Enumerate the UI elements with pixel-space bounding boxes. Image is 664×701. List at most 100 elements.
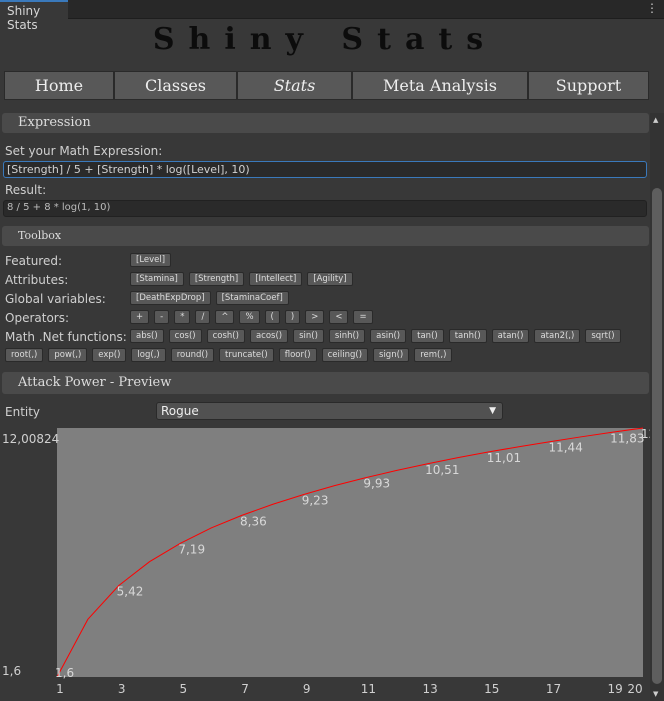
attributes-row: [Stamina] [Strength] [Intellect] [Agility]	[130, 272, 353, 286]
functions-chip[interactable]: acos()	[249, 329, 289, 343]
operators-chip[interactable]: %	[239, 310, 260, 324]
attributes-chip[interactable]: [Stamina]	[130, 272, 184, 286]
preview-chart: 1,65,427,198,369,239,9310,5111,0111,4411…	[2, 427, 650, 696]
point-label: 10,51	[425, 463, 459, 477]
plot-area	[57, 428, 643, 677]
result-label: Result:	[5, 183, 47, 197]
nav-support[interactable]: Support	[528, 71, 649, 100]
functions-chip[interactable]: sqrt()	[585, 329, 621, 343]
x-tick-label: 17	[546, 682, 561, 696]
globals-label: Global variables:	[5, 292, 106, 306]
attributes-chip[interactable]: [Intellect]	[249, 272, 303, 286]
functions-chip[interactable]: asin()	[370, 329, 407, 343]
point-label: 7,19	[178, 542, 205, 556]
point-label: 11,44	[548, 441, 582, 455]
x-tick-label: 9	[303, 682, 311, 696]
functions2-chip[interactable]: round()	[170, 348, 215, 362]
point-label: 8,36	[240, 514, 267, 528]
functions2-chip[interactable]: ceiling()	[321, 348, 369, 362]
featured-label: Featured:	[5, 254, 63, 268]
operators-chip[interactable]: <	[329, 310, 349, 324]
expression-prompt: Set your Math Expression:	[5, 144, 163, 158]
operators-chip[interactable]: (	[264, 310, 280, 324]
point-label: 11,83	[610, 431, 644, 445]
functions2-chip[interactable]: truncate()	[219, 348, 274, 362]
nav-classes[interactable]: Classes	[114, 71, 237, 100]
point-label: 9,23	[302, 493, 329, 507]
entity-value: Rogue	[161, 404, 199, 418]
featured-chip[interactable]: [Level]	[130, 253, 172, 267]
attributes-chip[interactable]: [Agility]	[307, 272, 353, 286]
point-label: 1,6	[55, 666, 74, 680]
x-tick-label: 3	[118, 682, 126, 696]
functions2-chip[interactable]: pow(,)	[48, 348, 88, 362]
point-label: 11,01	[487, 451, 521, 465]
functions2-chip[interactable]: root(,)	[5, 348, 44, 362]
functions-chip[interactable]: cos()	[168, 329, 202, 343]
operators-label: Operators:	[5, 311, 70, 325]
x-tick-label: 20	[627, 682, 642, 696]
point-label: 5,42	[117, 585, 144, 599]
attributes-label: Attributes:	[5, 273, 69, 287]
functions-row-2: root(,) pow(,) exp() log(,) round() truncate(…	[5, 348, 453, 362]
functions2-chip[interactable]: floor()	[278, 348, 317, 362]
globals-row: [DeathExpDrop] [StaminaCoef]	[130, 291, 289, 305]
x-tick-label: 1	[56, 682, 64, 696]
x-tick-label: 7	[241, 682, 249, 696]
nav-meta-analysis[interactable]: Meta Analysis	[352, 71, 528, 100]
scroll-up-icon[interactable]: ▲	[653, 116, 659, 124]
operators-chip[interactable]: /	[195, 310, 211, 324]
operators-row: + - * / ^% () > < =	[130, 310, 373, 324]
series-line	[56, 427, 644, 678]
x-tick-label: 13	[422, 682, 437, 696]
operators-chip[interactable]: -	[154, 310, 170, 324]
functions-chip[interactable]: tan()	[411, 329, 444, 343]
globals-chip[interactable]: [StaminaCoef]	[215, 291, 289, 305]
attributes-chip[interactable]: [Strength]	[188, 272, 245, 286]
scrollbar-thumb[interactable]	[652, 188, 662, 684]
operators-chip[interactable]: )	[284, 310, 301, 324]
functions-chip[interactable]: atan2(,)	[534, 329, 581, 343]
x-tick-label: 15	[484, 682, 499, 696]
x-tick-label: 19	[608, 682, 623, 696]
featured-row: [Level]	[130, 253, 172, 267]
x-tick-label: 11	[361, 682, 376, 696]
nav-home[interactable]: Home	[4, 71, 114, 100]
operators-chip[interactable]: ^	[215, 310, 235, 324]
functions-chip[interactable]: sin()	[293, 329, 324, 343]
toolbox-section-header[interactable]: Toolbox	[2, 226, 649, 246]
functions-label: Math .Net functions:	[5, 330, 127, 344]
y-tick-label: 1,6	[2, 664, 21, 678]
functions2-chip[interactable]: log(,)	[131, 348, 166, 362]
functions-chip[interactable]: cosh()	[206, 329, 245, 343]
entity-label: Entity	[5, 405, 41, 419]
x-tick-label: 5	[180, 682, 188, 696]
point-label: 12,01	[641, 427, 650, 441]
functions-chip[interactable]: atan()	[491, 329, 530, 343]
globals-chip[interactable]: [DeathExpDrop]	[130, 291, 211, 305]
kebab-menu-icon[interactable]: ⋮	[646, 1, 658, 15]
tab-shiny-stats[interactable]: Shiny Stats	[0, 0, 68, 32]
functions2-chip[interactable]: rem(,)	[414, 348, 453, 362]
functions-chip[interactable]: sinh()	[328, 329, 366, 343]
nav-stats[interactable]: Stats	[237, 71, 352, 100]
scroll-down-icon[interactable]: ▼	[653, 690, 659, 698]
operators-chip[interactable]: >	[305, 310, 325, 324]
expression-input[interactable]: [Strength] / 5 + [Strength] * log([Level…	[3, 161, 647, 178]
functions2-chip[interactable]: exp()	[92, 348, 127, 362]
operators-chip[interactable]: +	[130, 310, 150, 324]
y-tick-label: 12,00824	[2, 432, 59, 446]
entity-dropdown[interactable]: Rogue ▼	[156, 402, 503, 420]
expression-section-header[interactable]: Expression	[2, 113, 649, 133]
preview-section-header[interactable]: Attack Power - Preview	[2, 372, 649, 394]
result-field: 8 / 5 + 8 * log(1, 10)	[3, 200, 647, 217]
tab-bar: Shiny Stats ⋮	[0, 0, 664, 32]
functions2-chip[interactable]: sign()	[373, 348, 410, 362]
chevron-down-icon: ▼	[489, 406, 496, 416]
functions-chip[interactable]: abs()	[130, 329, 164, 343]
operators-chip[interactable]: *	[174, 310, 191, 324]
page-title: Shiny Stats	[152, 22, 498, 57]
functions-chip[interactable]: tanh()	[448, 329, 487, 343]
operators-chip[interactable]: =	[353, 310, 373, 324]
point-label: 9,93	[363, 477, 390, 491]
